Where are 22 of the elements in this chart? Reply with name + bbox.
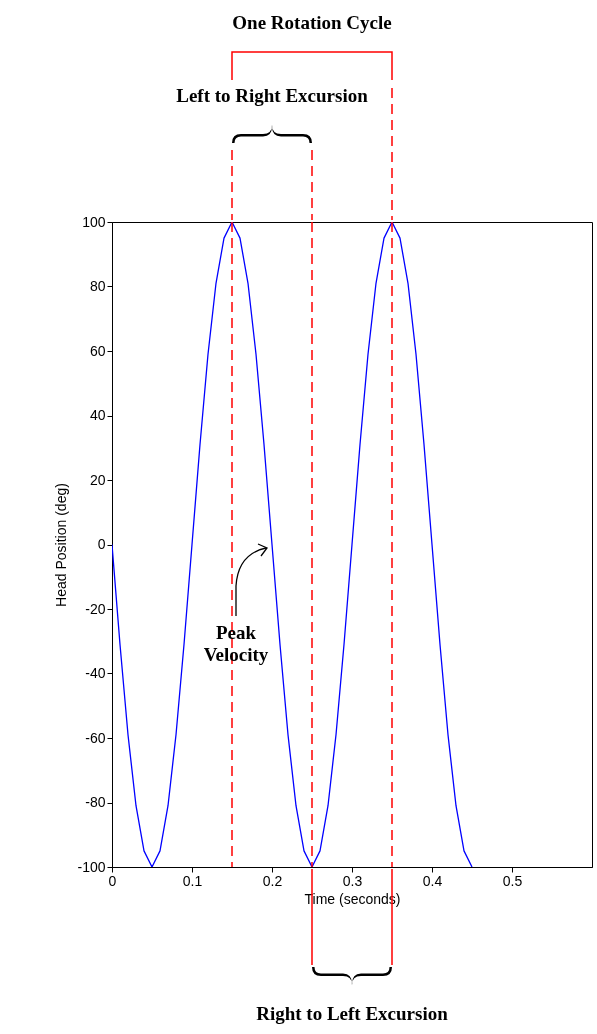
x-tick-label: 0.1 [182,872,203,889]
y-tick-label: 20 [89,471,106,488]
annotation: Peak Velocity [202,622,270,666]
y-tick-label: 0 [97,536,106,552]
text: One Rotation Cycle [232,12,392,34]
x-tick-label: 0 [108,872,117,889]
x-tick-label: 0.2 [262,872,283,889]
x-tick-label: 0.4 [422,872,443,889]
x-tick-label: 0.3 [342,872,363,889]
y-tick-label: -20 [85,600,106,617]
y-tick-label: 60 [89,342,106,359]
y-tick-label: -60 [85,729,106,746]
y-tick-label: 100 [82,213,106,230]
text: Right to Left Excursion [256,1003,448,1025]
text: Left to Right Excursion [176,85,368,107]
y-tick-label: 40 [89,407,106,423]
y-tick-label: 80 [89,278,106,294]
x-tick-label: 0.5 [502,872,523,889]
y-tick-label: -100 [77,858,106,875]
y-axis-title: Head Position (deg) [53,483,70,607]
y-tick-label: -40 [85,665,106,681]
y-tick-label: -80 [85,794,106,810]
